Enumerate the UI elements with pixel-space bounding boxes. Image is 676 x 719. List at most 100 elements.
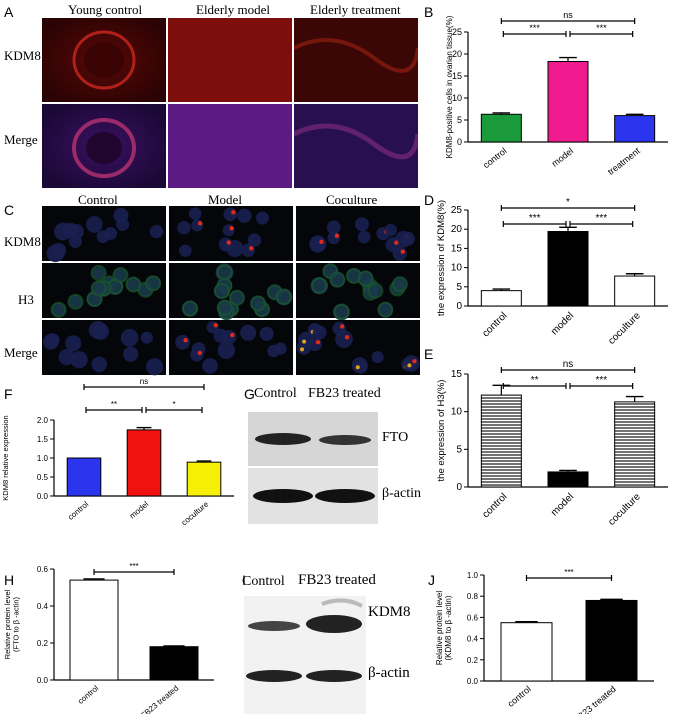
panel-letter-b: B (424, 4, 434, 20)
chart-h: 0.0 0.2 0.4 0.6 Relative protein level (FTO t… (3, 562, 214, 714)
chart-e-y-tick-label: 5 (456, 444, 462, 455)
chart-f-category-label: control (66, 499, 90, 521)
panel-i-col-title-1: Control (242, 574, 285, 589)
panel-g-band-label-2: β-actin (382, 486, 421, 501)
chart-d-y-tick-label: 15 (451, 243, 463, 254)
panel-c-col-title-1: Control (78, 192, 118, 207)
panel-a-row-label-1: KDM8 (4, 48, 41, 63)
chart-e-sig-label: ns (563, 359, 574, 370)
chart-b-category-label: treatment (606, 145, 643, 177)
chart-f-y-tick-label: 2.0 (37, 416, 49, 425)
panel-a-col-title-3: Elderly treatment (310, 2, 401, 17)
chart-f-y-tick-label: 0.5 (37, 473, 49, 482)
chart-d-category-label: model (549, 310, 576, 337)
chart-d-y-tick-label: 20 (451, 224, 463, 235)
chart-b-y-tick-label: 5 (457, 115, 462, 125)
chart-b-y-tick-label: 0 (457, 137, 462, 147)
chart-h-y-label: Relative protein level (3, 589, 12, 659)
chart-h-y-tick-label: 0.0 (37, 676, 49, 685)
chart-b-bar-treatment (614, 115, 656, 143)
chart-j-y-tick-label: 0.8 (467, 592, 479, 601)
chart-e-bar-control (480, 394, 522, 488)
panel-letter-j: J (428, 572, 435, 588)
panel-a-micrographs-col3 (292, 18, 421, 188)
chart-h-y-tick-label: 0.4 (37, 602, 49, 611)
chart-j: 0.0 0.2 0.4 0.6 0.8 1.0 Relative protein level… (435, 568, 654, 714)
chart-e-y-label: the expression of H3(%) (436, 380, 447, 482)
panel-letter-a: A (4, 4, 14, 20)
panel-c-col-title-3: Coculture (326, 192, 378, 207)
panel-g-col-title-2: FB23 treated (308, 386, 381, 401)
chart-b-y-label: KDM8-positive cells in ovarian tissue(%) (445, 15, 454, 158)
chart-j-y-tick-label: 0.4 (467, 635, 479, 644)
panel-a-micrographs-col1 (42, 18, 166, 188)
panel-g-blot (248, 412, 378, 524)
panel-g-band-label-1: FTO (382, 430, 409, 445)
chart-d-y-tick-label: 10 (451, 263, 463, 274)
chart-f-bar-coculture (186, 461, 222, 497)
chart-b-sig-label: *** (596, 23, 607, 33)
chart-d-sig-label: *** (595, 213, 607, 224)
panel-i-band-label-2: β-actin (368, 665, 410, 681)
chart-b-sig-label: ns (563, 10, 573, 20)
chart-h-category-label: control (76, 683, 100, 705)
chart-j-category-label: control (506, 684, 533, 709)
chart-b-category-label: model (550, 146, 575, 169)
panel-c-micrographs (42, 206, 420, 376)
chart-j-bar-control (500, 622, 553, 682)
chart-f-bar-control (66, 457, 102, 497)
chart-j-y-tick-label: 0.0 (467, 677, 479, 686)
chart-h-category-label: FB23 treated (139, 684, 180, 714)
chart-b-y-tick-label: 15 (452, 71, 462, 81)
chart-f-y-tick-label: 1.5 (37, 435, 49, 444)
chart-b-sig-label: *** (529, 23, 540, 33)
chart-f: 0.0 0.5 1.0 1.5 2.0 KDM8 relative expression c… (1, 377, 234, 527)
chart-j-sig-label: *** (564, 568, 573, 577)
panel-a-col-title-1: Young control (68, 2, 143, 17)
chart-f-category-label: model (128, 499, 151, 520)
chart-d-y-tick-label: 0 (456, 301, 462, 312)
chart-h-bar-control (69, 579, 119, 681)
panel-i-col-title-2: FB23 treated (298, 572, 376, 588)
chart-b-y-tick-label: 10 (452, 93, 462, 103)
chart-d-sig-label: * (566, 197, 570, 208)
chart-d: 0 5 10 15 20 25 the expression of KDM8(%) contr… (436, 197, 668, 346)
panel-letter-i: I (242, 572, 246, 588)
chart-h-y-tick-label: 0.6 (37, 565, 49, 574)
panel-a-col-title-2: Elderly model (196, 2, 271, 17)
panel-c-col-title-2: Model (208, 192, 242, 207)
chart-j-y-tick-label: 0.2 (467, 656, 479, 665)
chart-f-sig-label: ** (111, 400, 117, 409)
chart-e-category-label: coculture (606, 491, 643, 528)
panel-c-row-label-3: Merge (4, 345, 38, 360)
chart-d-y-tick-label: 5 (456, 282, 462, 293)
chart-d-sig-label: *** (529, 213, 541, 224)
chart-j-category-label: FB23 treated (571, 684, 617, 714)
chart-e-category-label: model (549, 491, 576, 518)
chart-h-y-tick-label: 0.2 (37, 639, 49, 648)
chart-b-category-label: control (481, 146, 508, 171)
panel-letter-d: D (424, 192, 435, 208)
panel-c-row-label-1: KDM8 (4, 234, 41, 249)
chart-e-sig-label: *** (595, 375, 607, 386)
panel-i-band-label-1: KDM8 (368, 604, 411, 620)
chart-e-y-tick-label: 0 (456, 482, 462, 493)
chart-f-bar-model (126, 429, 162, 497)
chart-b-bar-control (480, 113, 522, 143)
panel-letter-c: C (4, 202, 15, 218)
chart-e-sig-label: ** (531, 375, 539, 386)
chart-j-y-tick-label: 1.0 (467, 571, 479, 580)
chart-d-bar-coculture (614, 275, 656, 307)
chart-f-y-tick-label: 0.0 (37, 492, 49, 501)
chart-d-bar-control (480, 290, 522, 307)
chart-e-y-tick-label: 15 (451, 369, 463, 380)
chart-e-category-label: control (480, 491, 509, 520)
panel-g-col-title-1: Control (254, 386, 297, 401)
panel-a-micrographs-col2 (168, 18, 292, 188)
panel-c-row-label-2: H3 (18, 292, 34, 307)
chart-h-sig-label: *** (129, 562, 138, 571)
chart-d-y-tick-label: 25 (451, 205, 463, 216)
chart-j-y-label: Relative protein level (435, 591, 444, 665)
chart-e-y-tick-label: 10 (451, 407, 463, 418)
chart-b-y-tick-label: 20 (452, 49, 462, 59)
